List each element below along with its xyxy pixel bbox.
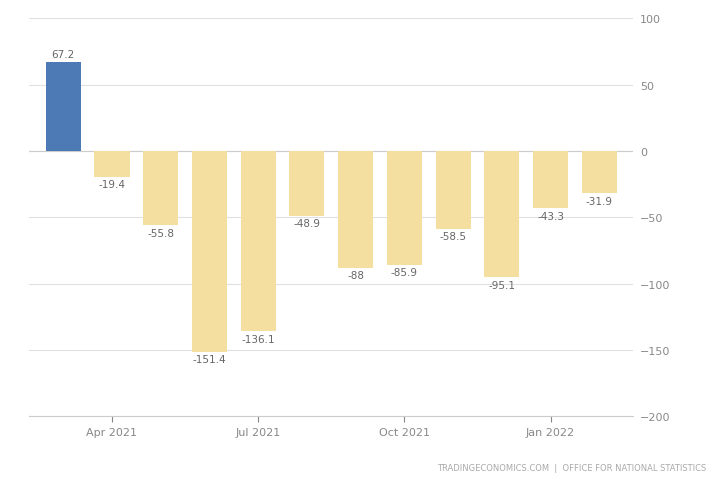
Bar [241, 151, 276, 332]
Text: -151.4: -151.4 [193, 355, 226, 364]
Bar [484, 151, 519, 277]
Bar [387, 151, 422, 265]
Text: -31.9: -31.9 [586, 197, 613, 207]
Text: TRADINGECONOMICS.COM  |  OFFICE FOR NATIONAL STATISTICS: TRADINGECONOMICS.COM | OFFICE FOR NATION… [437, 463, 706, 472]
Bar [582, 151, 617, 194]
Bar [533, 151, 568, 209]
Text: -43.3: -43.3 [537, 212, 564, 222]
Text: 67.2: 67.2 [52, 50, 75, 60]
Bar [143, 151, 178, 226]
Text: -48.9: -48.9 [293, 219, 320, 229]
Bar [435, 151, 470, 229]
Text: -55.8: -55.8 [147, 228, 174, 238]
Text: -85.9: -85.9 [391, 268, 418, 278]
Text: -136.1: -136.1 [242, 334, 275, 344]
Text: -58.5: -58.5 [440, 232, 467, 242]
Bar [95, 151, 130, 177]
Text: -19.4: -19.4 [98, 180, 125, 190]
Bar [338, 151, 373, 268]
Bar [289, 151, 325, 216]
Text: -88: -88 [347, 271, 364, 281]
Bar [46, 63, 81, 151]
Bar [192, 151, 227, 352]
Text: -95.1: -95.1 [488, 280, 515, 290]
